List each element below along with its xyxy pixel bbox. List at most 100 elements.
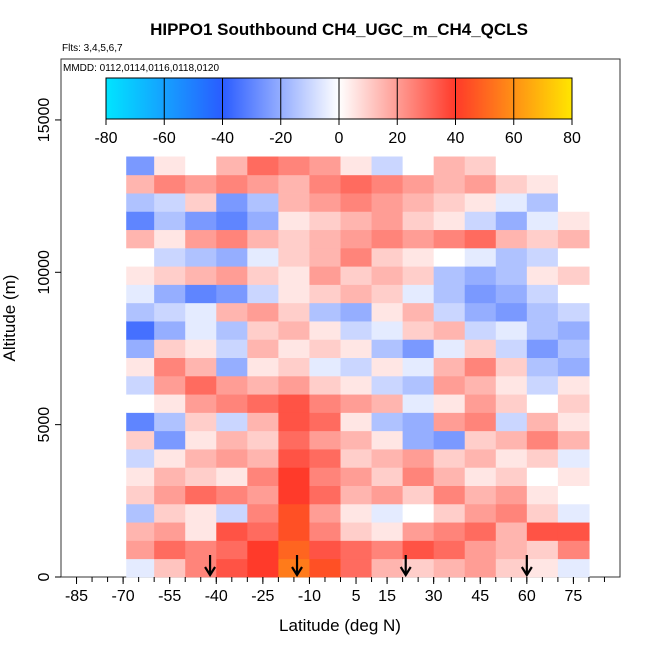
heatmap-cell — [309, 485, 342, 505]
flight-arrow — [204, 555, 216, 578]
heatmap-cell — [309, 375, 342, 395]
plot-area: MMDD: 0112,0114,0116,0118,0120 — [60, 58, 621, 578]
heatmap-cell — [126, 266, 155, 285]
heatmap-cell — [464, 503, 497, 523]
heatmap-cell — [464, 229, 497, 249]
heatmap-cell — [495, 174, 528, 194]
heatmap-cell — [371, 229, 404, 249]
heatmap-cell — [185, 247, 217, 267]
heatmap-cell — [371, 558, 404, 578]
heatmap-cell — [154, 485, 186, 505]
heatmap-cell — [309, 540, 342, 560]
heatmap-cell — [126, 394, 155, 413]
heatmap-cell — [340, 321, 373, 340]
colorbar: -80 -60 -40 -20 0 20 40 60 80 — [94, 77, 581, 147]
heatmap-cell — [154, 321, 186, 340]
heatmap-cell — [154, 156, 186, 176]
heatmap-cell — [126, 156, 155, 176]
heatmap-cell — [402, 229, 435, 249]
heatmap-cell — [154, 503, 186, 523]
heatmap-cell — [309, 522, 342, 541]
heatmap-cell — [247, 467, 279, 486]
heatmap-cell — [126, 485, 155, 505]
heatmap-cell — [154, 229, 186, 249]
heatmap-cell — [216, 467, 248, 486]
heatmap-cell — [495, 229, 528, 249]
heatmap-cell — [247, 302, 279, 322]
heatmap-cell — [216, 522, 248, 541]
heatmap-cell — [154, 394, 186, 413]
heatmap-cell — [185, 266, 217, 285]
heatmap-cell — [247, 394, 279, 413]
heatmap-cell — [433, 357, 466, 377]
heatmap-cell — [247, 375, 279, 395]
heatmap-cell — [309, 156, 342, 176]
x-tick-label: -85 — [65, 588, 88, 605]
heatmap-cell — [371, 302, 404, 322]
heatmap-cell — [495, 558, 528, 578]
heatmap-cell — [185, 357, 217, 377]
heatmap-cell — [433, 540, 466, 560]
heatmap-cell — [495, 247, 528, 267]
dates-subtitle: MMDD: 0112,0114,0116,0118,0120 — [63, 63, 219, 74]
heatmap-cell — [309, 394, 342, 413]
heatmap-cell — [557, 156, 590, 176]
heatmap-cell — [495, 467, 528, 486]
heatmap-cells — [126, 156, 590, 578]
heatmap-cell — [526, 449, 559, 468]
heatmap-cell — [185, 558, 217, 578]
heatmap-cell — [557, 485, 590, 505]
heatmap-cell — [371, 284, 404, 304]
heatmap-cell — [433, 156, 466, 176]
heatmap-cell — [278, 339, 311, 359]
heatmap-cell — [216, 302, 248, 322]
heatmap-cell — [247, 156, 279, 176]
heatmap-cell — [247, 522, 279, 541]
heatmap-cell — [126, 193, 155, 212]
heatmap-cell — [557, 394, 590, 413]
heatmap-cell — [154, 211, 186, 231]
heatmap-cell — [185, 174, 217, 194]
heatmap-cell — [526, 467, 559, 486]
heatmap-cell — [340, 485, 373, 505]
heatmap-cell — [247, 503, 279, 523]
heatmap-cell — [216, 339, 248, 359]
heatmap-cell — [309, 229, 342, 249]
heatmap-cell — [464, 540, 497, 560]
heatmap-cell — [433, 174, 466, 194]
heatmap-cell — [216, 485, 248, 505]
heatmap-cell — [371, 394, 404, 413]
heatmap-cell — [371, 412, 404, 432]
heatmap-cell — [185, 302, 217, 322]
heatmap-cell — [402, 412, 435, 432]
heatmap-cell — [154, 375, 186, 395]
heatmap-cell — [433, 339, 466, 359]
heatmap-cell — [557, 266, 590, 285]
heatmap-cell — [185, 321, 217, 340]
heatmap-cell — [340, 302, 373, 322]
heatmap-cell — [216, 357, 248, 377]
heatmap-cell — [526, 522, 559, 541]
heatmap-cell — [216, 449, 248, 468]
heatmap-cell — [126, 522, 155, 541]
heatmap-cell — [433, 467, 466, 486]
heatmap-cell — [278, 430, 311, 450]
heatmap-cell — [464, 193, 497, 212]
heatmap-cell — [495, 503, 528, 523]
flights-subtitle: Flts: 3,4,5,6,7 — [62, 43, 123, 54]
heatmap-cell — [402, 357, 435, 377]
heatmap-cell — [371, 540, 404, 560]
heatmap-cell — [278, 357, 311, 377]
heatmap-cell — [464, 412, 497, 432]
heatmap-cell — [340, 339, 373, 359]
heatmap-cell — [464, 211, 497, 231]
heatmap-cell — [247, 339, 279, 359]
heatmap-cell — [126, 247, 155, 267]
heatmap-cell — [185, 394, 217, 413]
heatmap-cell — [126, 211, 155, 231]
heatmap-cell — [402, 430, 435, 450]
heatmap-cell — [557, 174, 590, 194]
heatmap-cell — [309, 558, 342, 578]
heatmap-cell — [126, 412, 155, 432]
heatmap-cell — [340, 247, 373, 267]
